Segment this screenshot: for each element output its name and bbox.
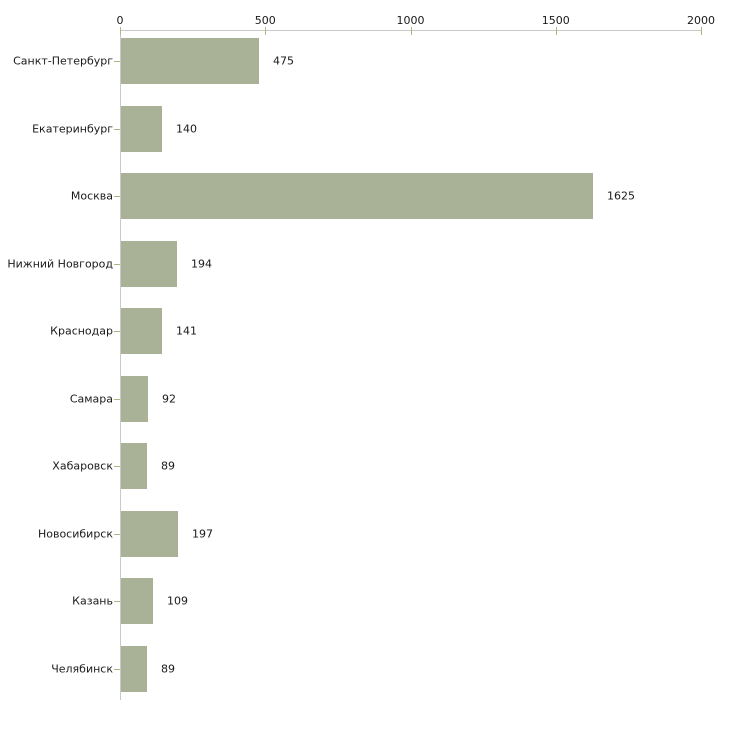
y-tick-mark xyxy=(114,331,120,332)
category-label: Челябинск xyxy=(51,662,113,675)
x-tick-mark xyxy=(265,27,267,35)
value-label: 89 xyxy=(161,662,175,675)
value-label: 475 xyxy=(273,54,294,68)
y-tick-mark xyxy=(114,601,120,602)
bar xyxy=(121,375,148,422)
y-tick-mark xyxy=(114,669,120,670)
bar xyxy=(121,510,178,557)
category-label: Самара xyxy=(69,392,113,405)
y-tick-mark xyxy=(114,264,120,265)
bar xyxy=(121,645,147,692)
x-tick-label: 0 xyxy=(116,14,124,27)
value-label: 92 xyxy=(162,392,176,405)
value-label: 197 xyxy=(192,527,213,540)
bar xyxy=(121,240,177,287)
value-label: 141 xyxy=(176,324,197,338)
bar xyxy=(121,38,259,84)
x-tick-mark xyxy=(701,27,702,35)
value-label: 140 xyxy=(176,122,197,135)
value-label: 109 xyxy=(167,594,188,608)
value-label: 194 xyxy=(191,257,212,270)
x-tick-label: 1000 xyxy=(396,14,425,27)
value-label: 1625 xyxy=(607,189,635,203)
category-label: Санкт-Петербург xyxy=(13,54,113,68)
bar xyxy=(121,105,162,152)
x-tick-label: 2000 xyxy=(687,14,715,27)
category-label: Краснодар xyxy=(50,324,113,338)
bar xyxy=(121,578,153,624)
y-tick-mark xyxy=(114,196,120,197)
bar xyxy=(121,308,162,354)
y-tick-mark xyxy=(114,129,120,130)
x-tick-mark xyxy=(410,27,412,35)
x-tick-label: 500 xyxy=(254,14,276,27)
category-label: Москва xyxy=(70,189,113,203)
category-label: Новосибирск xyxy=(37,527,113,540)
y-tick-mark xyxy=(114,466,120,467)
category-label: Хабаровск xyxy=(52,459,113,473)
x-tick-mark xyxy=(120,27,121,35)
category-label: Нижний Новгород xyxy=(7,257,113,270)
category-label: Екатеринбург xyxy=(32,122,113,135)
bar xyxy=(121,173,593,219)
x-tick-label: 1500 xyxy=(541,14,570,27)
value-label: 89 xyxy=(161,459,175,473)
y-tick-mark xyxy=(114,61,120,62)
bar xyxy=(121,443,147,489)
category-label: Казань xyxy=(72,594,113,608)
x-tick-mark xyxy=(555,27,557,35)
y-tick-mark xyxy=(114,399,120,400)
y-tick-mark xyxy=(114,534,120,535)
y-axis-line xyxy=(120,30,121,700)
